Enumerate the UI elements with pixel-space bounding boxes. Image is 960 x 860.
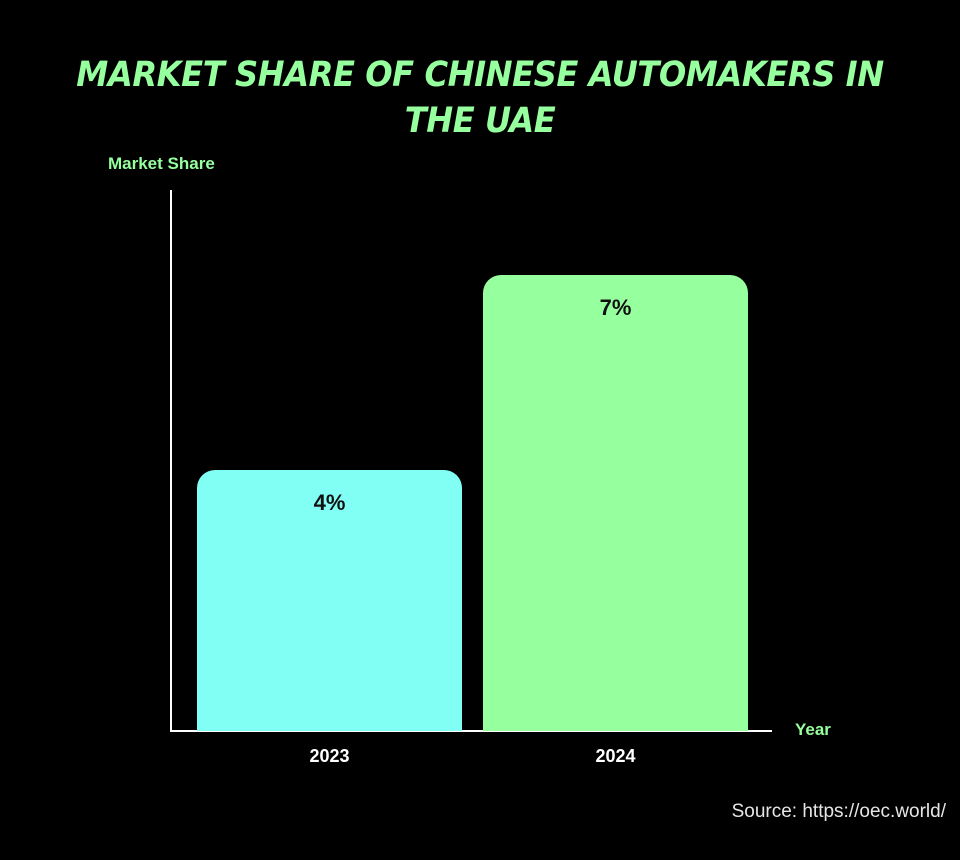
y-axis-label: Market Share — [108, 154, 215, 173]
source-note: Source: https://oec.world/ — [731, 801, 946, 822]
x-axis-line — [170, 730, 772, 732]
bar-2023: 4% — [197, 470, 462, 731]
x-tick-label: 2023 — [309, 746, 350, 766]
chart-title: Market Share of Chinese Automakers in th… — [76, 55, 884, 141]
y-axis-line — [170, 190, 172, 732]
bar-value-label: 4% — [313, 490, 346, 516]
bar-value-label: 7% — [599, 295, 632, 320]
x-axis-label: Year — [795, 720, 831, 739]
x-tick-label: 2024 — [595, 746, 636, 766]
bar-2024: 7% — [483, 275, 748, 731]
